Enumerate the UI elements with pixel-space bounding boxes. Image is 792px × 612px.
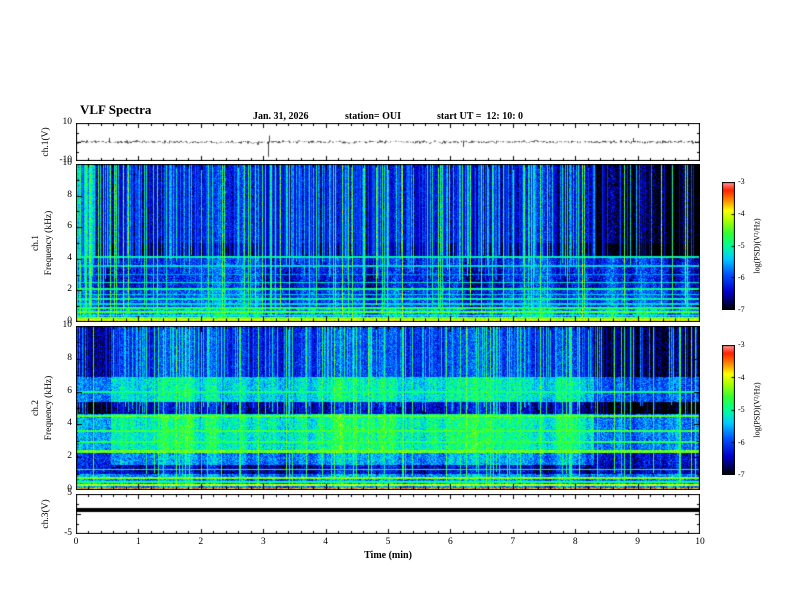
ylabel-ch3-voltage: ch.3(V)	[41, 499, 51, 529]
y-tick-label: 6	[67, 385, 72, 396]
colorbar-ch2	[722, 345, 735, 475]
colorbar-tick-label: -5	[738, 241, 745, 250]
y-tick-label: 10	[62, 117, 73, 127]
x-tick-label: 4	[323, 537, 328, 547]
colorbar-tick-label: -3	[738, 177, 745, 186]
header-date: Jan. 31, 2026	[253, 111, 309, 122]
ch1-voltage-waveform	[76, 123, 700, 161]
y-tick-label: 8	[67, 352, 72, 363]
colorbar-tick-label: -3	[738, 340, 745, 349]
colorbar-tick-label: -6	[738, 273, 745, 282]
y-tick-label: 10	[62, 320, 73, 330]
x-tick-label: 0	[73, 537, 79, 547]
xaxis-title: Time (min)	[364, 550, 412, 561]
y-tick-label: 8	[67, 189, 72, 200]
colorbar-tick-label: -4	[738, 372, 745, 382]
ch1-spectrogram	[76, 164, 700, 322]
y-tick-label: 10	[62, 158, 73, 168]
y-tick-label: 4	[67, 418, 72, 429]
figure-title: VLF Spectra	[80, 102, 152, 117]
x-tick-label: 1	[136, 537, 141, 547]
y-tick-label: 5	[67, 488, 72, 498]
y-tick-label: 2	[67, 284, 72, 295]
x-tick-label: 6	[448, 537, 453, 547]
ch3-voltage-waveform	[76, 494, 700, 534]
y-tick-label: 6	[67, 221, 72, 232]
header-start-ut: start UT = 12: 10: 0	[437, 111, 524, 122]
ylabel-ch2: ch.2	[31, 399, 41, 417]
colorbar-tick-label: -7	[738, 470, 745, 479]
x-tick-label: 7	[510, 537, 516, 547]
x-tick-label: 10	[695, 537, 705, 547]
x-tick-label: 3	[260, 537, 266, 547]
colorbar-tick-label: -5	[738, 405, 745, 414]
y-tick-label: 2	[67, 451, 72, 462]
ylabel-ch1-voltage: ch.1(V)	[41, 127, 51, 157]
colorbar-tick-label: -7	[738, 305, 745, 314]
y-tick-label: 4	[67, 252, 72, 263]
y-tick-label: -10	[59, 155, 72, 165]
y-tick-label: -5	[64, 528, 72, 538]
x-tick-label: 8	[572, 537, 578, 547]
colorbar-tick-label: -6	[738, 437, 745, 447]
ch2-spectrogram	[76, 326, 700, 490]
colorbar-ch1	[722, 182, 735, 310]
x-tick-label: 9	[635, 537, 640, 547]
colorbar-tick-label: -4	[738, 209, 745, 218]
y-tick-label: 0	[67, 316, 72, 326]
header-station: station= OUI	[345, 111, 401, 122]
y-tick-label: 0	[67, 484, 72, 494]
x-tick-label: 2	[198, 537, 204, 547]
x-tick-label: 5	[385, 537, 391, 547]
ylabel-ch1: ch.1	[31, 234, 41, 252]
